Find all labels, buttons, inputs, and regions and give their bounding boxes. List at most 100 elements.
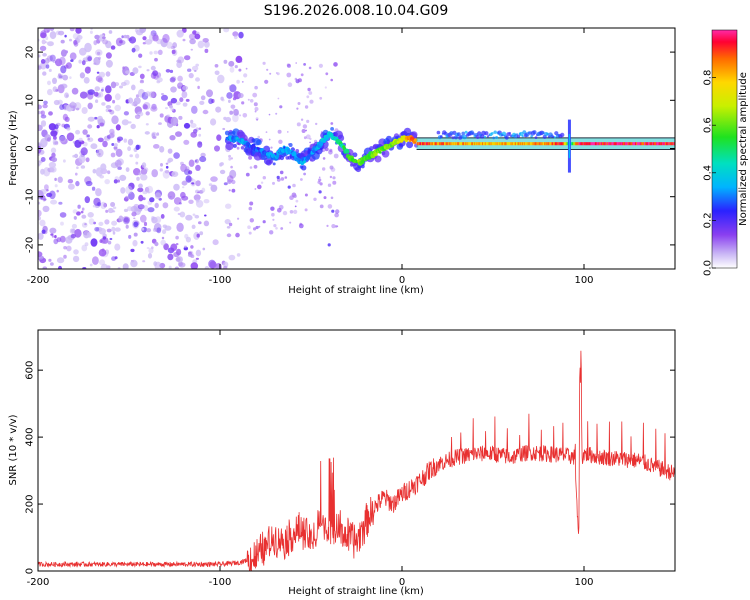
noise-blob	[74, 228, 82, 238]
noise-blob	[173, 183, 180, 191]
noise-blob	[120, 81, 127, 87]
noise-blob	[102, 36, 106, 40]
band-core-segment	[461, 142, 463, 146]
noise-blob	[143, 205, 149, 211]
noise-blob	[167, 253, 174, 261]
noise-blob	[170, 86, 177, 93]
band-core-segment	[422, 142, 424, 146]
noise-blob	[275, 72, 278, 74]
band-core-segment	[574, 142, 576, 146]
noise-blob	[145, 111, 150, 116]
noise-blob	[133, 97, 141, 105]
noise-blob	[110, 45, 116, 50]
noise-blob	[335, 209, 340, 214]
noise-blob	[182, 85, 189, 91]
band-core-segment	[598, 142, 600, 146]
noise-blob	[130, 205, 138, 213]
band-core-segment	[622, 142, 624, 146]
band-core-segment	[562, 142, 564, 146]
noise-blob	[149, 197, 155, 203]
noise-blob	[48, 68, 52, 72]
noise-blob	[238, 31, 244, 39]
noise-blob	[143, 102, 151, 110]
x-tick-label: 0	[399, 577, 405, 588]
noise-blob	[115, 124, 121, 131]
noise-blob	[223, 182, 228, 186]
noise-blob	[114, 104, 121, 112]
band-core-segment	[497, 142, 499, 146]
band-core-segment	[647, 142, 649, 146]
noise-blob	[125, 185, 133, 195]
noise-blob	[72, 255, 80, 263]
noise-blob	[136, 176, 140, 181]
noise-blob	[130, 248, 135, 253]
noise-blob	[43, 198, 47, 201]
noise-blob	[73, 216, 77, 220]
noise-blob	[165, 107, 168, 110]
noise-blob	[53, 238, 59, 245]
noise-blob	[89, 263, 93, 267]
band-core-segment	[554, 142, 556, 146]
band-core-segment	[637, 142, 639, 146]
colorbar-label: Normalized spectral amplitude	[738, 72, 749, 226]
noise-blob	[330, 122, 334, 125]
noise-blob	[166, 114, 171, 117]
noise-blob	[195, 257, 199, 260]
noise-blob	[142, 190, 148, 195]
band-core-segment	[659, 142, 661, 146]
noise-blob	[44, 184, 49, 191]
noise-blob	[265, 131, 268, 134]
noise-blob	[156, 132, 160, 136]
band-halo-blob	[522, 130, 527, 135]
noise-blob	[115, 148, 123, 157]
track-halo-blob	[406, 141, 414, 149]
noise-blob	[238, 68, 242, 72]
band-core-segment	[483, 142, 486, 146]
noise-blob	[188, 33, 196, 40]
noise-blob	[149, 51, 153, 55]
noise-blob	[96, 125, 100, 129]
noise-blob	[47, 88, 53, 96]
noise-blob	[279, 170, 284, 175]
noise-blob	[93, 91, 99, 97]
noise-blob	[266, 68, 269, 71]
y-tick-label: 0	[25, 568, 36, 574]
noise-blob	[77, 204, 81, 209]
band-core-segment	[544, 142, 547, 146]
noise-blob	[125, 34, 130, 39]
band-core-segment	[509, 142, 511, 146]
noise-blob	[97, 202, 101, 207]
noise-blob	[248, 206, 253, 211]
noise-blob	[331, 224, 336, 229]
band-core-segment	[643, 142, 645, 146]
noise-blob	[50, 199, 58, 205]
noise-blob	[217, 74, 225, 84]
band-core-segment	[632, 142, 634, 146]
band-core-segment	[531, 142, 533, 146]
noise-blob	[194, 159, 197, 163]
band-core-segment	[656, 142, 658, 146]
noise-blob	[42, 266, 48, 269]
noise-blob	[304, 105, 309, 109]
noise-blob	[73, 40, 78, 45]
noise-blob	[262, 176, 266, 180]
band-core-segment	[620, 142, 622, 146]
noise-blob	[49, 227, 57, 234]
noise-blob	[121, 119, 129, 126]
band-core-segment	[435, 142, 437, 146]
noise-blob	[123, 216, 131, 223]
band-core-segment	[655, 142, 657, 146]
noise-blob	[182, 102, 188, 107]
noise-blob	[309, 99, 314, 104]
band-core-segment	[485, 142, 487, 146]
band-core-segment	[608, 142, 610, 146]
band-core-segment	[447, 142, 449, 146]
band-core-segment	[561, 142, 563, 146]
noise-blob	[150, 65, 156, 71]
y-tick-label: 10	[25, 94, 36, 107]
noise-blob	[303, 172, 306, 176]
noise-blob	[229, 84, 237, 93]
band-core-segment	[581, 142, 583, 146]
noise-blob	[230, 157, 233, 160]
noise-blob	[323, 196, 327, 200]
